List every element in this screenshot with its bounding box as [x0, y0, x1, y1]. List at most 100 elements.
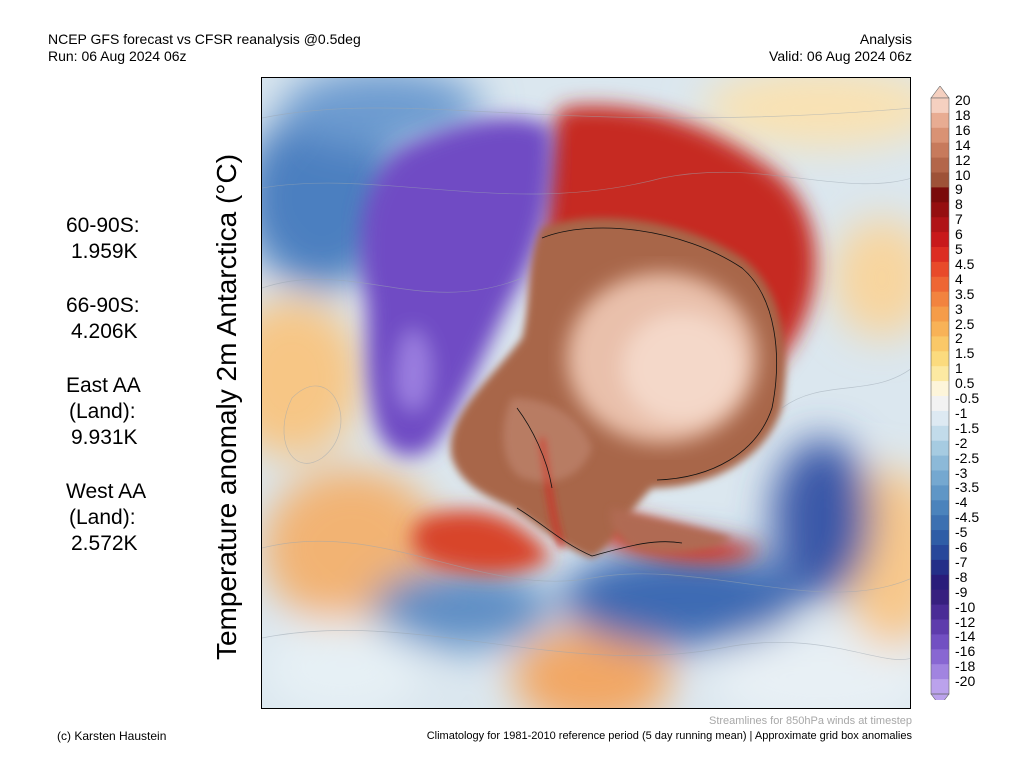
colorbar-swatch	[931, 649, 949, 665]
colorbar-tick-label: 3	[955, 300, 963, 317]
colorbar-tick-label: -12	[955, 613, 976, 630]
colorbar-tick-label: 5	[955, 241, 963, 257]
colorbar-tick-label: 1.5	[955, 345, 975, 362]
colorbar-swatch	[931, 545, 949, 561]
stat-label: East AA	[66, 374, 141, 397]
colorbar-tick-label: 7	[955, 211, 963, 228]
colorbar-tick-label: -18	[955, 658, 976, 675]
colorbar-swatch	[931, 470, 949, 486]
colorbar-tick-label: 1	[955, 360, 963, 377]
stats-panel: 60-90S: 1.959K 66-90S: 4.206K East AA (L…	[66, 213, 146, 585]
colorbar-tick-label: 2.5	[955, 315, 975, 332]
colorbar-swatch	[931, 589, 949, 605]
stat-label: West AA	[66, 480, 147, 503]
colorbar-tick-label: -20	[955, 673, 976, 690]
stat-label: 60-90S:	[66, 214, 140, 237]
colorbar-swatch	[931, 440, 949, 456]
map-canvas	[262, 78, 910, 708]
colorbar-svg	[930, 85, 950, 707]
colorbar-tick-label: -7	[955, 553, 968, 570]
colorbar	[930, 85, 950, 707]
colorbar-bottom-arrow	[930, 693, 950, 707]
colorbar-tick-label: -2.5	[955, 449, 980, 466]
colorbar-swatch	[931, 396, 949, 412]
colorbar-tick-label: 0.5	[955, 375, 975, 392]
colorbar-swatch	[931, 679, 949, 695]
colorbar-tick-label: -4	[955, 494, 968, 511]
colorbar-swatch	[931, 410, 949, 427]
colorbar-tick-label: 14	[955, 136, 971, 153]
colorbar-tick-label: 6	[955, 226, 963, 243]
colorbar-tick-label: 2	[955, 330, 963, 347]
colorbar-tick-label: -1.5	[955, 419, 980, 436]
valid-time: Valid: 06 Aug 2024 06z	[769, 48, 912, 64]
header-right: Analysis Valid: 06 Aug 2024 06z	[769, 31, 912, 65]
colorbar-tick-label: 16	[955, 121, 971, 138]
colorbar-tick-label: 4	[955, 270, 963, 287]
stat-label-2: (Land):	[69, 400, 136, 423]
colorbar-tick-label: -5	[955, 524, 968, 541]
streamlines-note: Streamlines for 850hPa winds at timestep	[709, 715, 912, 727]
colorbar-swatch	[931, 261, 949, 278]
colorbar-swatch	[931, 559, 949, 576]
colorbar-swatch	[931, 425, 949, 442]
anomaly-map	[261, 77, 911, 709]
colorbar-tick-label: -6	[955, 539, 968, 555]
colorbar-frame	[930, 97, 950, 695]
vertical-title: Temperature anomaly 2m Antarctica (°C)	[211, 153, 242, 661]
colorbar-tick-label: -0.5	[955, 390, 980, 406]
colorbar-tick-label: -10	[955, 598, 976, 615]
colorbar-swatch	[931, 530, 949, 546]
stat-value: 4.206K	[71, 320, 138, 343]
colorbar-swatch	[931, 336, 949, 352]
colorbar-tick-label: 20	[955, 92, 971, 108]
colorbar-swatch	[931, 306, 949, 322]
colorbar-swatch	[931, 515, 949, 531]
colorbar-tick-label: -3.5	[955, 479, 980, 496]
colorbar-tick-label: -1	[955, 404, 968, 421]
colorbar-top-arrow	[930, 85, 950, 99]
colorbar-tick-label: 8	[955, 196, 963, 213]
colorbar-tick-label: -8	[955, 568, 968, 585]
colorbar-tick-label: 9	[955, 181, 963, 198]
stat-66-90s: 66-90S: 4.206K	[66, 293, 146, 345]
stat-label-2: (Land):	[69, 506, 136, 529]
colorbar-swatch	[931, 634, 949, 650]
colorbar-tick-label: 3.5	[955, 285, 975, 302]
climatology-note: Climatology for 1981-2010 reference peri…	[426, 730, 912, 742]
colorbar-swatch	[931, 276, 949, 293]
colorbar-swatch	[931, 172, 949, 188]
colorbar-swatch	[931, 187, 949, 203]
colorbar-swatch	[931, 366, 949, 382]
colorbar-tick-label: -3	[955, 464, 968, 481]
stat-east-aa: East AA (Land): 9.931K	[66, 373, 146, 451]
colorbar-tick-label: 10	[955, 166, 971, 183]
copyright: (c) Karsten Haustein	[57, 729, 167, 743]
colorbar-swatch	[931, 98, 949, 114]
colorbar-swatch	[931, 500, 949, 516]
colorbar-swatch	[931, 619, 949, 635]
colorbar-tick-label: -16	[955, 643, 976, 660]
colorbar-swatch	[931, 112, 949, 129]
colorbar-swatch	[931, 351, 949, 367]
analysis-label: Analysis	[859, 31, 912, 47]
colorbar-tick-label: -2	[955, 434, 968, 451]
colorbar-swatch	[931, 127, 949, 144]
colorbar-tick-label: -9	[955, 583, 968, 600]
model-title: NCEP GFS forecast vs CFSR reanalysis @0.…	[48, 31, 361, 47]
colorbar-swatch	[931, 142, 949, 158]
colorbar-swatch	[931, 321, 949, 337]
colorbar-swatch	[931, 217, 949, 233]
colorbar-swatch	[931, 604, 949, 620]
colorbar-swatch	[931, 664, 949, 680]
colorbar-tick-label: 4.5	[955, 255, 975, 272]
colorbar-swatch	[931, 291, 949, 307]
colorbar-tick-label: -4.5	[955, 509, 980, 526]
colorbar-swatch	[931, 202, 949, 218]
colorbar-swatch	[931, 455, 949, 471]
stat-label: 66-90S:	[66, 294, 140, 317]
colorbar-swatch	[931, 157, 949, 173]
colorbar-swatch	[931, 485, 949, 501]
colorbar-swatch	[931, 574, 949, 591]
colorbar-tick-label: 12	[955, 151, 971, 168]
